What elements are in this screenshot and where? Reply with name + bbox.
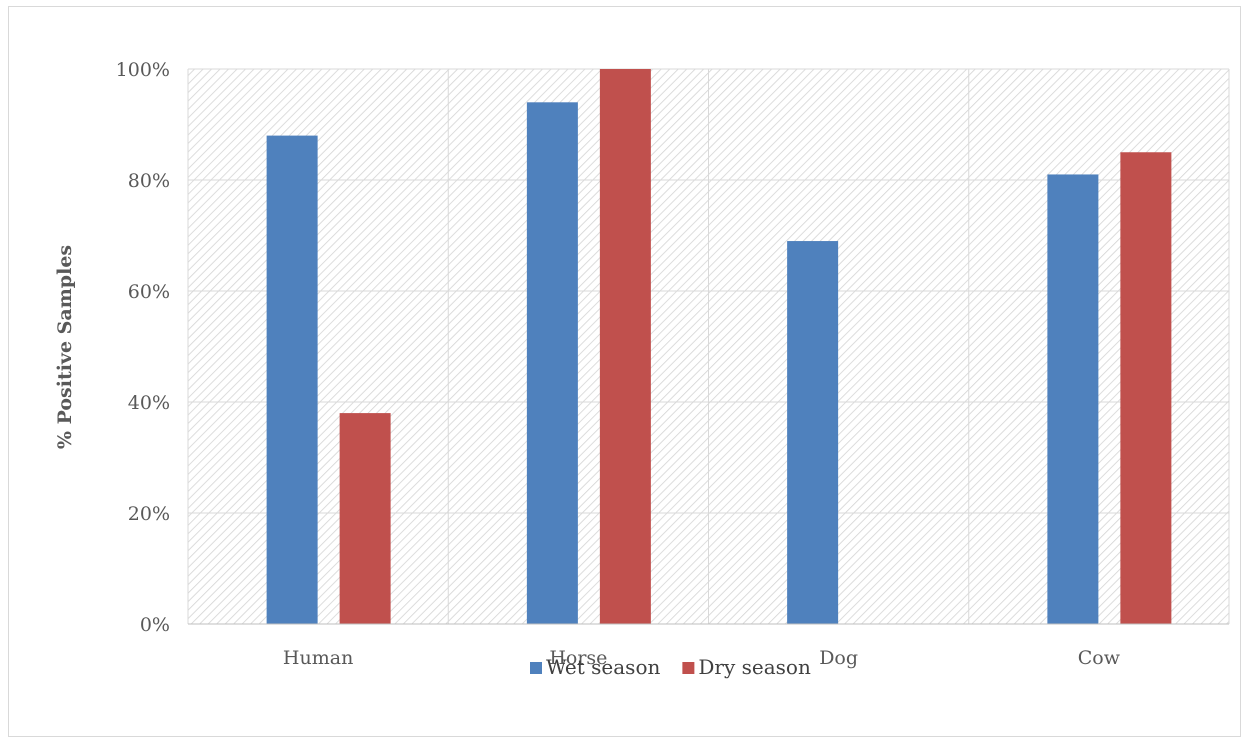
y-tick-label: 40% — [128, 392, 170, 414]
x-category-label: Cow — [1078, 647, 1121, 669]
legend-swatch — [530, 662, 542, 674]
legend-swatch — [682, 662, 695, 674]
y-tick-label: 60% — [128, 281, 170, 303]
bar-dry-season-cow — [1120, 152, 1172, 624]
bar-dry-season-horse — [599, 69, 651, 624]
x-category-label: Dog — [819, 647, 858, 669]
bar-wet-season-horse — [526, 102, 578, 625]
y-axis-title: % Positive Samples — [54, 245, 76, 449]
y-tick-label: 80% — [128, 170, 170, 192]
bars — [266, 69, 1172, 625]
bar-wet-season-cow — [1047, 174, 1099, 624]
bar-wet-season-human — [266, 135, 318, 624]
y-tick-label: 20% — [128, 503, 170, 525]
legend: Wet season Dry season — [530, 655, 811, 679]
bar-wet-season-dog — [787, 241, 839, 625]
axes: 0% 20% 40% 60% 80% 100% Human Horse Dog Cow — [116, 59, 1229, 669]
y-tick-label: 0% — [140, 614, 170, 636]
y-tick-label: 100% — [116, 59, 170, 81]
bar-dry-season-human — [339, 413, 391, 624]
legend-label: Wet season — [546, 655, 660, 679]
x-category-label: Human — [283, 647, 353, 669]
x-category-label: Horse — [549, 647, 607, 669]
legend-label: Dry season — [698, 655, 811, 679]
